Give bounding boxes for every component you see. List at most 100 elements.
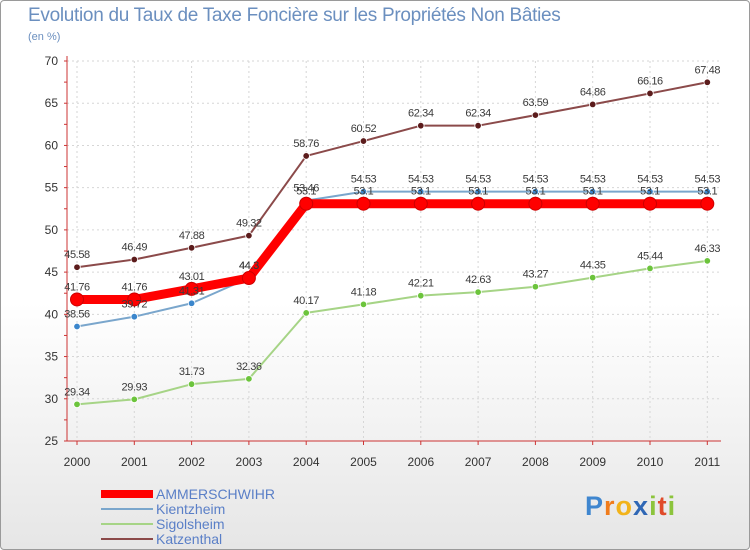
legend-swatch-ammerschwihr [101,490,153,498]
data-label-ammerschwihr-2008: 53.1 [525,186,545,198]
data-point-kientzheim-2005 [359,187,368,196]
y-tick-label-60: 60 [45,138,59,152]
data-point-sigolsheim-2004 [302,309,310,317]
data-point-sigolsheim-2011 [703,257,711,265]
data-label-sigolsheim-2004: 40.17 [293,295,319,307]
data-label-ammerschwihr-2000: 41.76 [64,281,90,293]
data-label-katzenthal-2005: 60.52 [351,123,377,135]
data-point-ammerschwihr-2006 [413,196,428,211]
data-point-sigolsheim-2006 [417,291,425,300]
data-point-ammerschwihr-2011 [700,196,715,211]
data-label-sigolsheim-2008: 43.27 [523,269,549,281]
data-point-kientzheim-2008 [531,187,540,196]
data-label-ammerschwihr-2001: 41.76 [122,281,148,293]
data-label-katzenthal-2008: 63.59 [523,97,549,109]
data-point-kientzheim-2002 [187,299,196,307]
data-point-katzenthal-2003 [245,231,253,240]
data-label-sigolsheim-2009: 44.35 [580,260,606,272]
data-label-ammerschwihr-2005: 53.1 [354,186,374,198]
data-label-sigolsheim-2010: 45.44 [637,250,663,262]
data-label-kientzheim-2000: 38.56 [64,308,90,320]
data-label-ammerschwihr-2010: 53.1 [640,186,660,198]
y-tick-label-35: 35 [45,350,59,364]
data-point-katzenthal-2002 [187,244,196,252]
legend-label-ammerschwihr: AMMERSCHWIHR [156,486,275,502]
data-point-ammerschwihr-2010 [643,196,657,211]
x-tick-label-2009: 2009 [579,455,606,469]
x-tick-label-2003: 2003 [236,455,263,469]
data-label-sigolsheim-2007: 42.63 [465,274,491,286]
data-label-katzenthal-2003: 49.32 [236,218,262,230]
data-label-ammerschwihr-2011: 53.1 [697,186,717,198]
data-label-kientzheim-2004: 53.46 [293,183,319,195]
data-label-katzenthal-2011: 67.48 [695,64,721,76]
chart-title: Evolution du Taux de Taxe Foncière sur l… [28,5,561,26]
data-point-kientzheim-2001 [130,312,138,321]
data-point-ammerschwihr-2005 [356,196,371,211]
data-label-kientzheim-2011: 54.53 [695,174,721,186]
data-point-katzenthal-2006 [417,121,425,130]
data-label-kientzheim-2007: 54.53 [465,174,491,186]
data-point-ammerschwihr-2009 [585,196,600,211]
data-label-kientzheim-2001: 39.72 [122,299,148,311]
data-point-ammerschwihr-2002 [184,281,199,296]
data-point-kientzheim-2011 [703,187,711,196]
data-point-sigolsheim-2000 [73,400,81,409]
y-tick-label-25: 25 [45,434,59,448]
data-point-katzenthal-2001 [130,255,138,264]
legend-swatch-katzenthal [101,538,153,540]
data-point-katzenthal-2008 [531,111,540,119]
data-point-ammerschwihr-2008 [528,196,543,211]
x-tick-label-2000: 2000 [64,455,91,469]
x-tick-label-2004: 2004 [293,455,320,469]
data-label-sigolsheim-2005: 41.18 [351,286,377,298]
data-point-katzenthal-2010 [646,89,654,98]
legend-label-sigolsheim: Sigolsheim [156,516,225,532]
data-label-sigolsheim-2000: 29.34 [64,386,90,398]
y-tick-label-70: 70 [45,54,59,68]
data-label-kientzheim-2009: 54.53 [580,174,606,186]
y-tick-label-30: 30 [45,392,59,406]
series-line-sigolsheim [76,259,708,406]
legend-label-katzenthal: Katzenthal [156,531,223,547]
proxiti-logo: Proxiti [585,491,677,521]
data-point-sigolsheim-2003 [245,375,253,383]
data-label-ammerschwihr-2002: 43.01 [179,271,205,283]
data-label-sigolsheim-2011: 46.33 [695,243,721,255]
data-label-katzenthal-2000: 45.58 [64,249,90,261]
data-label-sigolsheim-2006: 42.21 [408,278,434,290]
data-label-katzenthal-2010: 66.16 [637,75,663,87]
x-tick-label-2001: 2001 [121,455,148,469]
y-tick-label-55: 55 [45,181,59,195]
chart-subtitle: (en %) [28,31,61,43]
legend-label-kientzheim: Kientzheim [156,501,226,517]
x-tick-label-2011: 2011 [694,455,720,469]
data-point-ammerschwihr-2004 [299,196,314,211]
data-point-kientzheim-2010 [646,187,654,196]
data-point-sigolsheim-2007 [474,288,482,296]
data-label-kientzheim-2003: 44.3 [239,260,259,272]
data-point-katzenthal-2005 [359,137,368,145]
data-point-sigolsheim-2002 [187,380,196,388]
y-tick-label-45: 45 [45,265,59,279]
data-label-sigolsheim-2003: 32.36 [236,361,262,373]
data-label-kientzheim-2010: 54.53 [637,174,663,186]
data-point-sigolsheim-2010 [646,264,654,273]
data-label-sigolsheim-2002: 31.73 [179,366,205,378]
data-point-katzenthal-2007 [474,121,482,130]
data-label-ammerschwihr-2009: 53.1 [583,186,603,198]
data-point-kientzheim-2007 [474,187,482,196]
data-point-katzenthal-2000 [73,263,81,271]
legend-swatch-kientzheim [101,508,153,510]
data-point-kientzheim-2006 [417,187,425,196]
data-point-kientzheim-2000 [73,322,81,331]
data-label-kientzheim-2002: 41.31 [179,285,205,297]
data-label-ammerschwihr-2006: 53.1 [411,186,431,198]
x-tick-label-2002: 2002 [178,455,205,469]
data-label-kientzheim-2006: 54.53 [408,174,434,186]
data-label-ammerschwihr-2003: 44.3 [239,260,259,272]
data-label-katzenthal-2004: 58.76 [293,138,319,150]
x-tick-label-2008: 2008 [522,455,549,469]
data-label-katzenthal-2002: 47.88 [179,230,205,242]
